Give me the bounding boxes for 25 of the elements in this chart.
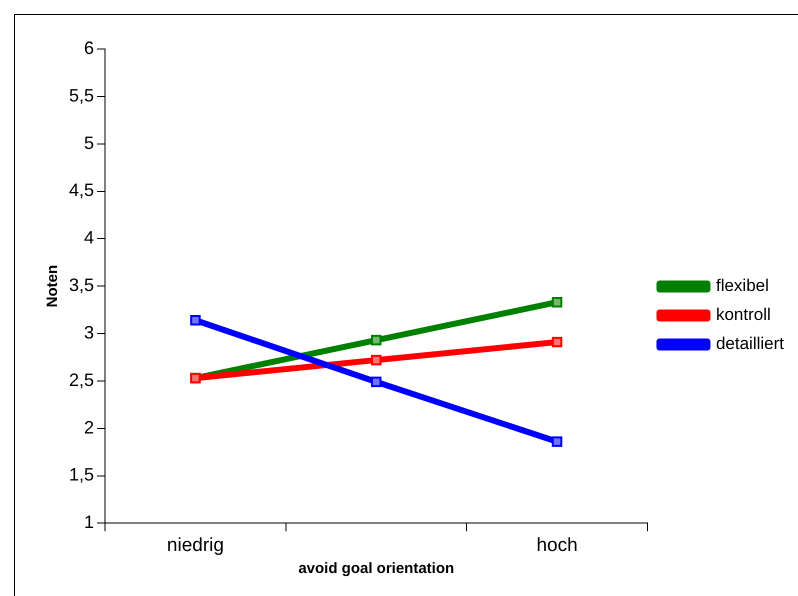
point xyxy=(190,315,201,326)
x-axis-title: avoid goal orientation xyxy=(298,560,454,578)
point xyxy=(371,354,382,366)
y-tick-label: 3 xyxy=(84,322,94,342)
point xyxy=(552,296,562,308)
y-axis-title: Noten xyxy=(44,264,62,308)
legend-label: detailliert xyxy=(716,334,784,354)
y-tick-label: 5,5 xyxy=(68,85,94,106)
legend-label: flexibel xyxy=(716,276,769,296)
point xyxy=(552,336,562,348)
y-tick-label: 5 xyxy=(84,132,94,153)
y-tick-label: 6 xyxy=(84,38,94,58)
point xyxy=(371,334,382,346)
y-tick-label: 4,5 xyxy=(68,180,94,200)
x-tick-label: niedrig xyxy=(166,534,224,556)
y-tick-label: 2 xyxy=(84,417,94,438)
legend-label: kontroll xyxy=(716,305,771,324)
y-tick-label: 1,5 xyxy=(68,464,94,485)
point xyxy=(552,436,562,447)
y-tick-label: 4 xyxy=(84,228,94,248)
y-tick-label: 1 xyxy=(84,512,94,532)
point xyxy=(371,376,382,388)
y-tick-label: 3,5 xyxy=(68,275,94,296)
y-tick-label: 2,5 xyxy=(68,370,94,390)
x-tick-label: hoch xyxy=(536,534,578,556)
